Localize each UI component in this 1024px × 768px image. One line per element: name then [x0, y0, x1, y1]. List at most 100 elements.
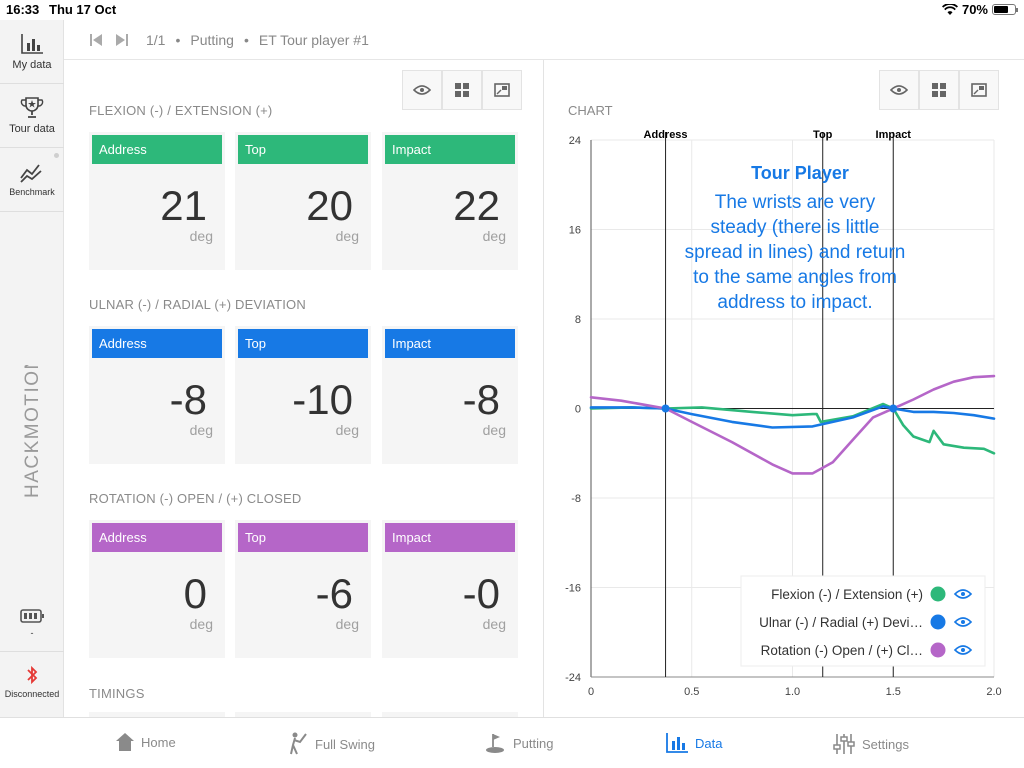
legend-label: Ulnar (-) / Radial (+) Devi…	[759, 615, 923, 630]
eye-icon-pupil	[961, 592, 965, 596]
section-title: FLEXION (-) / EXTENSION (+)	[89, 103, 273, 118]
notification-dot	[54, 153, 59, 158]
home-icon	[116, 733, 134, 751]
session-counter: 1/1	[146, 32, 166, 48]
tab-label: Data	[695, 735, 723, 751]
y-tick-label: 8	[575, 314, 581, 326]
eye-icon	[413, 85, 431, 95]
tab-putting[interactable]: Putting	[485, 732, 553, 754]
y-tick-label: 0	[575, 404, 581, 416]
metric-card[interactable]: Impact -8 deg	[382, 326, 518, 464]
metric-card-header: Top	[238, 135, 368, 164]
series-line	[589, 402, 996, 455]
view-toggle-button[interactable]	[402, 70, 442, 110]
metric-card[interactable]: Top -10 deg	[235, 326, 371, 464]
sidebar-item-my-data[interactable]: My data	[0, 20, 64, 84]
brand-text: HACKMOTION	[22, 365, 43, 498]
tab-label: Full Swing	[315, 736, 375, 752]
metric-unit: deg	[482, 422, 506, 438]
bar-chart-icon	[21, 34, 43, 54]
x-tick-label: 0.5	[684, 686, 699, 698]
annotation-title: Tour Player	[751, 163, 849, 183]
battery-percent: 70%	[961, 2, 988, 17]
status-date: Thu 17 Oct	[49, 2, 117, 17]
metric-card[interactable]: Top -6 deg	[235, 520, 371, 658]
metric-card[interactable]: Impact 22 deg	[382, 132, 518, 270]
skip-previous-icon[interactable]	[88, 33, 104, 47]
grid-icon	[932, 83, 946, 97]
annotation-line: steady (there is little	[711, 217, 880, 238]
putting-icon	[486, 734, 504, 753]
chart-section-title: CHART	[568, 103, 613, 118]
eye-icon-pupil	[961, 648, 965, 652]
skip-next-icon[interactable]	[114, 33, 130, 47]
status-time: 16:33	[6, 2, 40, 17]
tab-label: Putting	[513, 735, 554, 751]
metric-value: -6	[315, 570, 353, 617]
eye-icon[interactable]	[953, 617, 973, 627]
metric-value: -8	[169, 376, 207, 423]
session-nav: 1/1 • Putting • ET Tour player #1	[88, 32, 369, 48]
sidebar-item-benchmark[interactable]: Benchmark	[0, 148, 64, 212]
metric-card-header: Address	[92, 329, 222, 358]
chart-panel: CHART -24 -16 -8 0 8 16 24 0 0.5 1.0 1.5 2.0 Address…	[545, 60, 1024, 717]
tab-home[interactable]: Home	[115, 732, 176, 752]
sensor-status[interactable]: -	[0, 588, 64, 652]
metric-card[interactable]: Impact -0 deg	[382, 520, 518, 658]
timing-card	[382, 712, 518, 717]
bluetooth-status[interactable]: Disconnected	[0, 653, 64, 717]
eye-icon[interactable]	[953, 645, 973, 655]
event-marker-label: Top	[813, 129, 833, 141]
tab-data[interactable]: Data	[665, 732, 722, 754]
metric-card[interactable]: Address 21 deg	[89, 132, 225, 270]
metric-unit: deg	[189, 228, 213, 244]
expand-view-button[interactable]	[482, 70, 522, 110]
x-tick-label: 0	[588, 686, 594, 698]
trend-icon	[20, 164, 42, 183]
line-chart[interactable]: -24 -16 -8 0 8 16 24 0 0.5 1.0 1.5 2.0 Address Top Imp…	[545, 60, 1024, 717]
expand-icon	[971, 83, 987, 97]
y-tick-label: -16	[565, 583, 581, 595]
battery-icon	[992, 4, 1018, 15]
bluetooth-icon	[27, 665, 38, 685]
wifi-icon	[941, 3, 958, 15]
y-tick-label: -24	[565, 672, 581, 684]
legend-swatch	[930, 642, 946, 658]
golfer-icon	[290, 732, 307, 755]
metric-card[interactable]: Address -8 deg	[89, 326, 225, 464]
metric-card[interactable]: Address 0 deg	[89, 520, 225, 658]
annotation-line: spread in lines) and return	[685, 242, 906, 263]
event-point	[661, 404, 670, 413]
chart-visibility-button[interactable]	[879, 70, 919, 110]
section-title: ROTATION (-) OPEN / (+) CLOSED	[89, 491, 302, 506]
grid-view-button[interactable]	[442, 70, 482, 110]
metric-unit: deg	[189, 422, 213, 438]
bottom-tab-bar: Home Full Swing Putting Data Settings	[0, 717, 1024, 768]
tab-settings[interactable]: Settings	[832, 732, 909, 756]
sidebar: My data Tour data Benchmark HACKMOTION -…	[0, 20, 64, 717]
metric-card-header: Impact	[385, 135, 515, 164]
eye-icon[interactable]	[953, 589, 973, 599]
metric-value: 0	[183, 570, 207, 617]
session-toolbar: 1/1 • Putting • ET Tour player #1	[64, 20, 1024, 60]
data-chart-icon	[666, 733, 688, 753]
metric-unit: deg	[482, 616, 506, 632]
chart-view-controls	[879, 70, 999, 110]
bluetooth-label: Disconnected	[4, 689, 60, 699]
legend-swatch	[930, 586, 946, 602]
chart-expand-button[interactable]	[959, 70, 999, 110]
sidebar-item-label: My data	[12, 59, 52, 71]
timing-card	[89, 712, 225, 717]
annotation-line: address to impact.	[717, 292, 872, 313]
sensor-battery-icon	[20, 609, 44, 623]
metric-card[interactable]: Top 20 deg	[235, 132, 371, 270]
chart-grid-button[interactable]	[919, 70, 959, 110]
metric-value: 22	[453, 182, 500, 229]
tab-full-swing[interactable]: Full Swing	[285, 732, 375, 756]
sidebar-item-tour-data[interactable]: Tour data	[0, 84, 64, 148]
metric-value: -8	[462, 376, 500, 423]
eye-icon	[890, 85, 908, 95]
metric-card-header: Top	[238, 523, 368, 552]
metric-unit: deg	[335, 228, 359, 244]
annotation-line: to the same angles from	[693, 267, 897, 288]
